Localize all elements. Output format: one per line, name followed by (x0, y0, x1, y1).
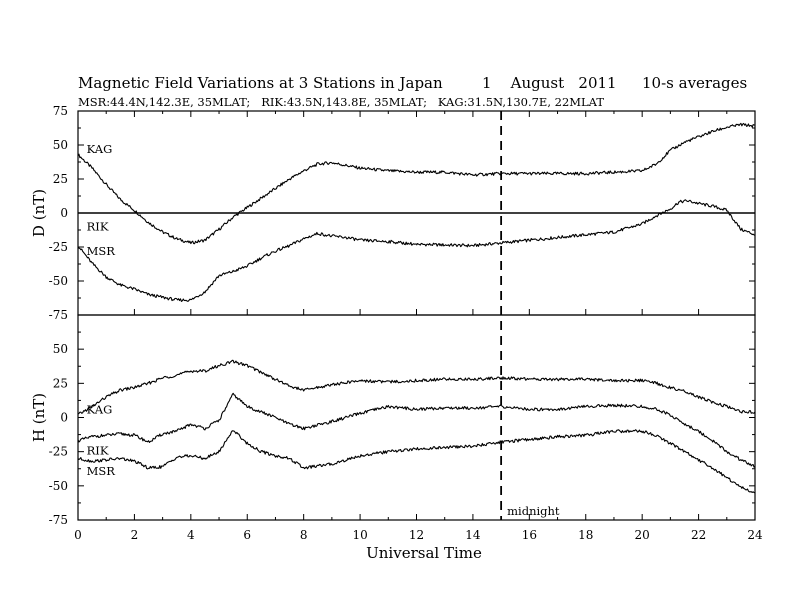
x-axis: 0 2 4 6 8 10 12 14 16 18 20 22 24 (74, 111, 763, 542)
y-tick-label: -75 (49, 308, 68, 322)
x-tick-label: 6 (243, 528, 251, 542)
chart-date: 1 August 2011 (482, 74, 617, 92)
y-tick-label: 50 (53, 138, 68, 152)
x-tick-label: 2 (131, 528, 139, 542)
x-tick-label: 12 (409, 528, 424, 542)
x-tick-label: 8 (300, 528, 308, 542)
chart-title: Magnetic Field Variations at 3 Stations … (78, 74, 443, 92)
series-msr (77, 429, 756, 494)
series-rik (77, 392, 756, 468)
chart-subtitle: MSR:44.4N,142.3E, 35MLAT; RIK:43.5N,143.… (78, 95, 604, 109)
series-kag (77, 359, 756, 415)
x-tick-label: 16 (522, 528, 537, 542)
station-label-kag: KAG (87, 402, 113, 416)
panel-h-component: 50 25 0 -25 -50 -75 H (nT) KAG RIK MSR (30, 314, 756, 527)
midnight-label: midnight (507, 504, 560, 518)
x-tick-label: 20 (635, 528, 650, 542)
x-tick-label: 14 (465, 528, 481, 542)
x-axis-title: Universal Time (366, 544, 482, 562)
station-label-rik: RIK (87, 220, 109, 234)
series-kag (77, 122, 756, 245)
y-axis-title: H (nT) (30, 393, 48, 442)
station-label-msr: MSR (87, 244, 116, 258)
series-msr (77, 231, 417, 302)
midnight-marker: midnight (500, 111, 560, 520)
y-tick-label: 25 (53, 376, 68, 390)
series-rik (416, 199, 756, 248)
y-tick-label: -50 (49, 479, 68, 493)
y-tick-label: 75 (53, 104, 68, 118)
x-tick-label: 24 (747, 528, 763, 542)
panel-d-component: 75 50 25 0 -25 -50 -75 D (nT) KAG RIK MSR (30, 104, 756, 322)
panel-frame (77, 314, 756, 521)
y-tick-label: 0 (60, 411, 68, 425)
y-tick-label: 50 (53, 342, 68, 356)
y-axis-title: D (nT) (30, 189, 48, 237)
y-tick-label: 0 (60, 206, 68, 220)
station-label-kag: KAG (87, 142, 113, 156)
x-tick-label: 0 (74, 528, 82, 542)
station-label-rik: RIK (87, 443, 109, 457)
y-tick-label: -75 (49, 513, 68, 527)
x-tick-label: 18 (578, 528, 593, 542)
y-tick-label: -25 (49, 240, 68, 254)
station-label-msr: MSR (87, 464, 116, 478)
x-tick-label: 10 (352, 528, 367, 542)
y-tick-label: -25 (49, 445, 68, 459)
x-tick-label: 22 (691, 528, 706, 542)
y-tick-label: -50 (49, 274, 68, 288)
x-tick-label: 4 (187, 528, 195, 542)
y-tick-label: 25 (53, 172, 68, 186)
chart-averaging: 10-s averages (642, 74, 747, 92)
